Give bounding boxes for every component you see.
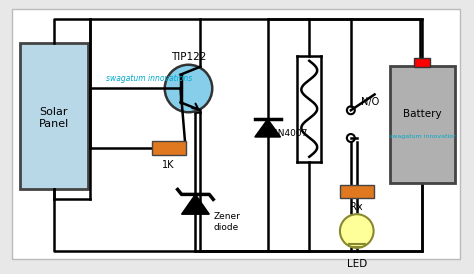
Polygon shape xyxy=(255,119,281,137)
Text: TIP122: TIP122 xyxy=(171,52,206,62)
FancyBboxPatch shape xyxy=(391,66,455,182)
FancyBboxPatch shape xyxy=(152,141,185,155)
FancyBboxPatch shape xyxy=(414,58,430,67)
Text: 1K: 1K xyxy=(163,160,175,170)
Text: 1N4007: 1N4007 xyxy=(273,129,308,138)
Text: Rx: Rx xyxy=(350,202,363,212)
Text: Solar
Panel: Solar Panel xyxy=(39,107,69,129)
Text: LED: LED xyxy=(346,259,367,269)
FancyBboxPatch shape xyxy=(340,184,374,198)
Text: swagatum innovations: swagatum innovations xyxy=(106,74,192,83)
Polygon shape xyxy=(182,195,210,214)
FancyBboxPatch shape xyxy=(12,9,460,259)
Text: Battery: Battery xyxy=(403,109,441,119)
Circle shape xyxy=(340,214,374,248)
Text: N/O: N/O xyxy=(361,97,379,107)
Text: swagatum innovatior: swagatum innovatior xyxy=(389,133,456,139)
Text: Zener
diode: Zener diode xyxy=(213,212,240,232)
FancyBboxPatch shape xyxy=(20,43,88,189)
Circle shape xyxy=(165,65,212,112)
